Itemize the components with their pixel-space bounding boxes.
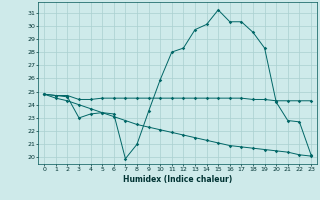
- X-axis label: Humidex (Indice chaleur): Humidex (Indice chaleur): [123, 175, 232, 184]
